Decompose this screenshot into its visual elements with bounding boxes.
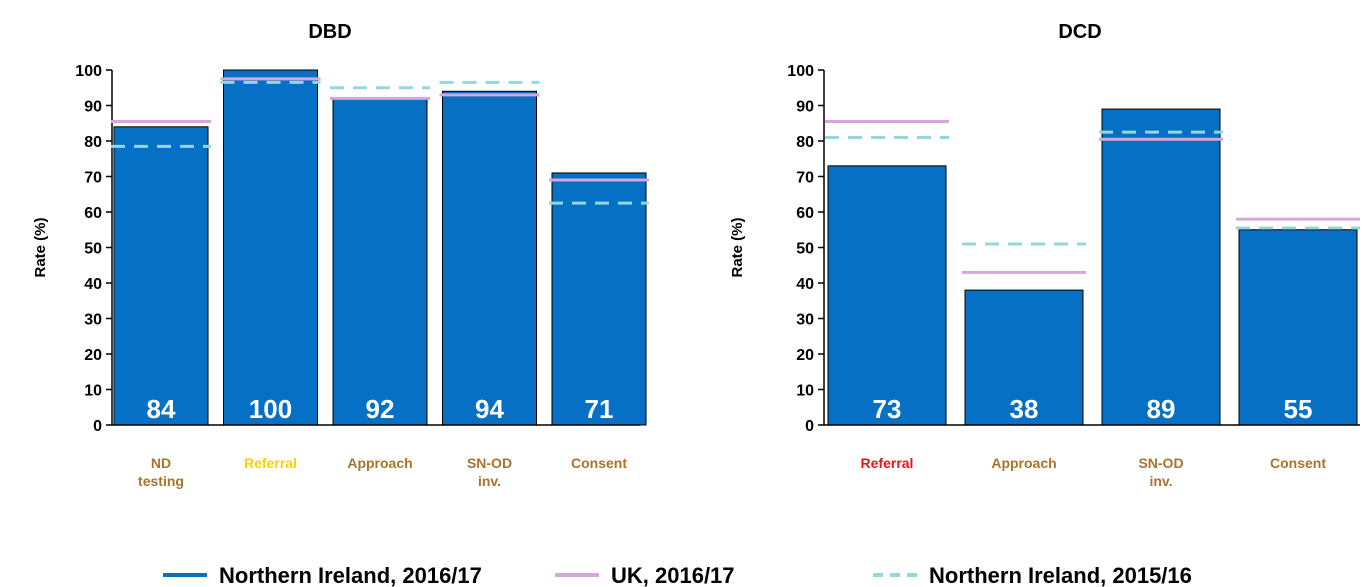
value-label: 92 <box>366 394 395 424</box>
y-tick-label: 70 <box>84 170 102 187</box>
y-tick-label: 20 <box>796 347 814 364</box>
bar <box>827 165 947 426</box>
legend-label: Northern Ireland, 2016/17 <box>219 563 482 587</box>
y-tick-label: 80 <box>796 134 814 151</box>
value-label: 100 <box>249 394 292 424</box>
y-tick-label: 20 <box>84 347 102 364</box>
y-tick-label: 40 <box>84 276 102 293</box>
x-tick-label: ND testing <box>138 455 184 489</box>
value-label: 89 <box>1147 394 1176 424</box>
y-tick-label: 50 <box>796 241 814 258</box>
y-tick-label: 10 <box>796 383 814 400</box>
x-tick-label: Approach <box>347 455 412 471</box>
legend-label: Northern Ireland, 2015/16 <box>929 563 1192 587</box>
value-label: 55 <box>1284 394 1313 424</box>
x-tick-label: Approach <box>991 455 1056 471</box>
y-tick-label: 0 <box>93 418 102 435</box>
x-tick-label: Referral <box>244 455 297 471</box>
bar <box>1101 108 1221 426</box>
value-label: 94 <box>475 394 504 424</box>
bar <box>113 126 209 426</box>
legend-label: UK, 2016/17 <box>611 563 735 587</box>
bar <box>332 97 428 426</box>
y-tick-label: 60 <box>796 205 814 222</box>
y-tick-label: 10 <box>84 383 102 400</box>
y-tick-label: 90 <box>796 99 814 116</box>
y-tick-label: 40 <box>796 276 814 293</box>
y-tick-label: 30 <box>84 312 102 329</box>
x-tick-label: Consent <box>1270 455 1326 471</box>
bar <box>964 289 1084 426</box>
bar <box>223 69 318 426</box>
y-tick-label: 60 <box>84 205 102 222</box>
y-tick-label: 50 <box>84 241 102 258</box>
x-tick-label: Referral <box>861 455 914 471</box>
y-tick-label: 0 <box>805 418 814 435</box>
y-axis-label: Rate (%) <box>729 217 746 277</box>
y-axis-label: Rate (%) <box>32 217 49 277</box>
x-tick-label: SN-OD inv. <box>467 455 512 489</box>
y-tick-label: 70 <box>796 170 814 187</box>
y-tick-label: 30 <box>796 312 814 329</box>
bar <box>551 172 647 426</box>
value-label: 38 <box>1010 394 1039 424</box>
value-label: 84 <box>147 394 176 424</box>
x-tick-label: SN-OD inv. <box>1138 455 1183 489</box>
x-tick-label: Consent <box>571 455 627 471</box>
y-tick-label: 80 <box>84 134 102 151</box>
bar <box>1238 229 1358 426</box>
chart-title: DBD <box>308 21 351 43</box>
value-label: 71 <box>585 394 614 424</box>
y-tick-label: 90 <box>84 99 102 116</box>
value-label: 73 <box>873 394 902 424</box>
chart-title: DCD <box>1058 21 1101 43</box>
bar <box>442 90 537 426</box>
y-tick-label: 100 <box>787 63 814 80</box>
y-tick-label: 100 <box>75 63 102 80</box>
